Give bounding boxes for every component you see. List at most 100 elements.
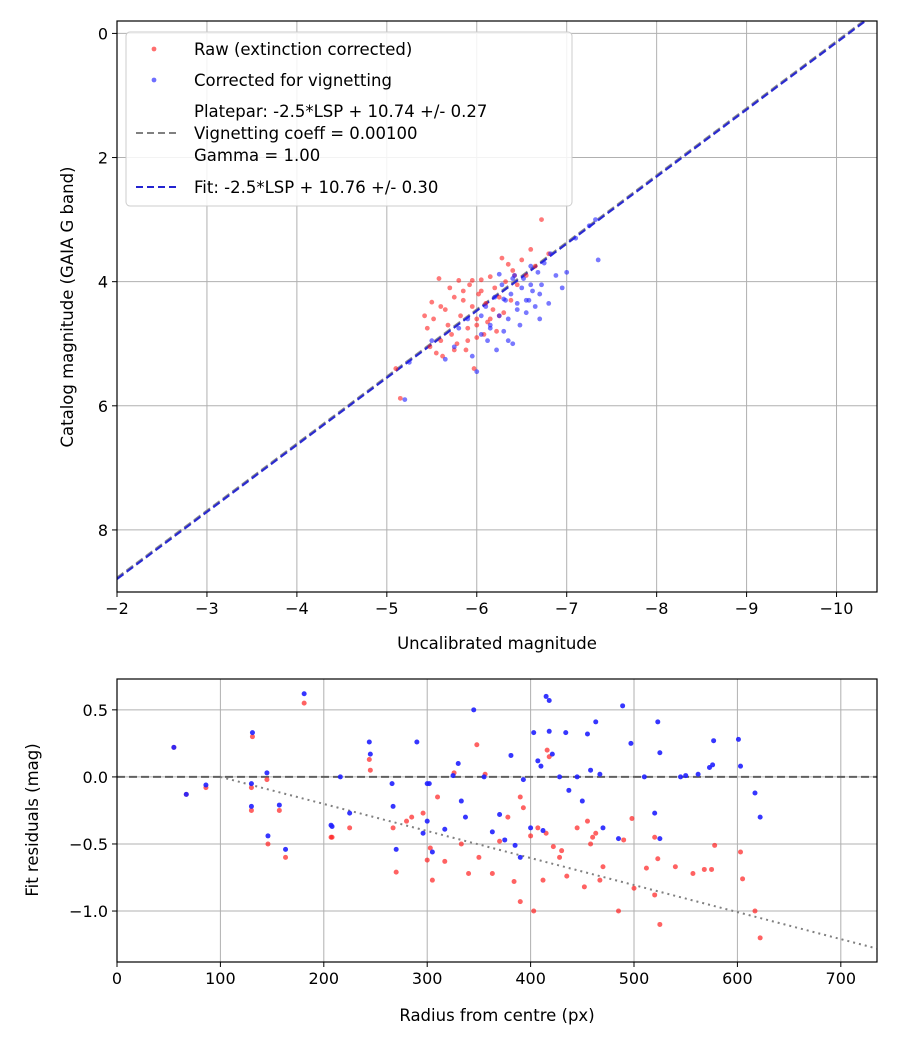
raw-point (615, 908, 621, 914)
corrected-point (514, 307, 520, 313)
raw-point (264, 777, 270, 783)
corrected-point (595, 257, 601, 263)
raw-point (460, 288, 466, 294)
raw-point (265, 841, 271, 847)
raw-point (367, 767, 373, 773)
corrected-point (540, 828, 546, 834)
raw-point (301, 700, 307, 706)
corrected-point (757, 814, 763, 820)
corrected-point (528, 282, 534, 288)
corrected-point (683, 773, 689, 779)
x-tick-label: 300 (412, 969, 443, 988)
raw-point (540, 877, 546, 883)
corrected-point (559, 285, 565, 291)
corrected-point (337, 774, 343, 780)
corrected-point (564, 269, 570, 275)
corrected-point (615, 836, 621, 842)
x-tick-label: −3 (195, 599, 219, 618)
corrected-point (499, 282, 505, 288)
raw-point (621, 837, 627, 843)
corrected-point (390, 803, 396, 809)
top-chart-y-axis-label: Catalog magnitude (GAIA G band) (58, 167, 77, 448)
corrected-point (329, 824, 335, 830)
corrected-point (497, 811, 503, 817)
x-tick-label: 100 (205, 969, 236, 988)
raw-point (709, 866, 715, 872)
corrected-point (521, 276, 526, 281)
raw-point (451, 294, 457, 300)
corrected-point (535, 269, 541, 275)
corrected-point (593, 719, 599, 725)
corrected-point (505, 316, 511, 322)
corrected-point (424, 818, 430, 824)
bottom-chart-grid (116, 679, 877, 962)
raw-point (397, 395, 403, 401)
corrected-point (710, 762, 716, 768)
bottom-chart-y-axis-label: Fit residuals (mag) (23, 743, 42, 896)
raw-point (409, 814, 415, 820)
x-tick-label: 700 (826, 969, 857, 988)
raw-point (283, 854, 289, 860)
raw-point (740, 876, 746, 882)
corrected-point (600, 825, 606, 831)
corrected-point (537, 291, 543, 297)
raw-point (489, 870, 495, 876)
x-tick-label: −8 (645, 599, 669, 618)
legend-box (125, 31, 573, 207)
raw-point (458, 841, 464, 847)
legend-label-gamma: Gamma = 1.00 (194, 146, 320, 165)
corrected-point (586, 223, 592, 229)
raw-point (487, 316, 493, 322)
x-tick-label: −4 (285, 599, 309, 618)
raw-point (404, 818, 410, 824)
corrected-point (528, 825, 534, 831)
corrected-point (265, 833, 271, 839)
raw-point (436, 276, 442, 281)
corrected-point (641, 774, 647, 780)
raw-point (393, 366, 399, 371)
corrected-point (514, 300, 520, 306)
corrected-point (597, 771, 603, 777)
corrected-point (429, 338, 435, 344)
top-chart-lines (117, 21, 868, 580)
corrected-point (474, 369, 480, 375)
top-chart-panel: −2 −3 −4 −5 −6 −7 −8 −9 −10 0 2 4 6 8 Uncalibrated m… (58, 20, 878, 653)
x-tick-label: −7 (555, 599, 579, 618)
legend-marker-raw (151, 46, 157, 52)
raw-point (652, 834, 658, 840)
corrected-point (458, 798, 464, 804)
top-chart-x-ticks: −2 −3 −4 −5 −6 −7 −8 −9 −10 (105, 592, 853, 618)
raw-point (427, 344, 433, 350)
raw-point (474, 316, 480, 322)
top-chart-x-axis-label: Uncalibrated magnitude (397, 634, 597, 653)
raw-point (435, 794, 441, 800)
fit-line (117, 21, 868, 580)
corrected-point (347, 810, 353, 816)
corrected-point (465, 316, 471, 322)
corrected-point (248, 803, 254, 809)
raw-point (329, 834, 335, 840)
raw-point (657, 921, 663, 927)
corrected-point (510, 276, 516, 281)
corrected-point (456, 325, 462, 331)
corrected-point (183, 791, 189, 797)
raw-point (501, 310, 507, 316)
raw-point (478, 288, 484, 294)
x-tick-label: 400 (515, 969, 546, 988)
corrected-point (450, 773, 456, 779)
corrected-point (523, 297, 529, 303)
corrected-point (584, 731, 590, 737)
corrected-point (512, 842, 518, 848)
raw-point (465, 325, 471, 331)
corrected-point (549, 751, 555, 757)
raw-point (431, 316, 436, 322)
x-tick-label: −10 (820, 599, 854, 618)
bottom-chart-lines (117, 775, 877, 950)
corrected-point (548, 251, 553, 257)
legend-label-corrected: Corrected for vignetting (194, 71, 392, 90)
raw-point (494, 328, 499, 334)
raw-point (454, 341, 460, 347)
y-tick-label: −1.0 (69, 902, 108, 921)
corrected-point (657, 836, 663, 842)
